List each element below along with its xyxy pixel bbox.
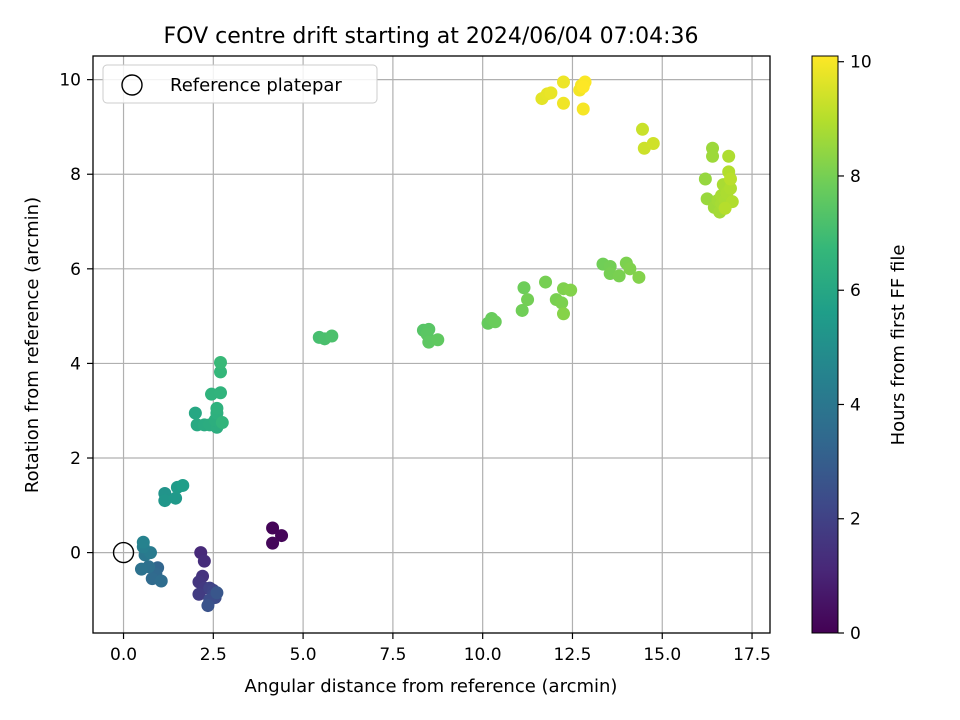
colorbar-tick-label: 4 xyxy=(850,395,861,415)
data-point xyxy=(636,122,650,136)
data-point xyxy=(213,386,227,400)
data-point xyxy=(201,599,215,613)
data-point xyxy=(556,307,570,321)
data-point xyxy=(576,102,590,116)
data-point xyxy=(266,521,280,535)
data-point xyxy=(134,562,148,576)
legend-marker-open-circle xyxy=(121,74,143,96)
y-tick-label: 0 xyxy=(70,544,81,564)
x-tick-label: 0.0 xyxy=(110,645,137,665)
plot-area: 0.0 2.5 5.0 7.5 10.0 12.5 15.0 17.5 0 2 4 6 8 10 xyxy=(59,55,771,665)
data-point xyxy=(555,296,569,310)
data-point xyxy=(192,587,206,601)
data-point xyxy=(515,303,529,317)
y-tick-label: 2 xyxy=(70,449,81,469)
data-point xyxy=(612,269,626,283)
legend-box xyxy=(102,64,378,104)
data-points xyxy=(134,75,739,613)
y-axis-ticks: 0 2 4 6 8 10 xyxy=(59,71,93,564)
colorbar-tick-label: 10 xyxy=(850,53,872,73)
data-point xyxy=(431,333,445,347)
x-tick-label: 15.0 xyxy=(643,645,681,665)
reference-platepar-marker xyxy=(112,541,135,564)
data-point xyxy=(556,96,570,110)
data-point xyxy=(188,406,202,420)
data-point xyxy=(215,416,229,430)
data-point xyxy=(158,494,172,508)
y-axis-label: Rotation from reference (arcmin) xyxy=(22,197,43,493)
data-point xyxy=(213,355,227,369)
colorbar-tick-label: 6 xyxy=(850,281,861,301)
data-point xyxy=(698,172,712,186)
data-point xyxy=(722,149,736,163)
data-point xyxy=(723,181,737,195)
x-tick-label: 7.5 xyxy=(379,645,406,665)
data-point xyxy=(539,275,553,289)
x-tick-label: 10.0 xyxy=(464,645,502,665)
colorbar-tick-label: 8 xyxy=(850,167,861,187)
data-point xyxy=(213,365,227,379)
data-point xyxy=(176,478,190,492)
x-tick-label: 5.0 xyxy=(290,645,317,665)
data-point xyxy=(521,293,535,307)
data-point xyxy=(488,315,502,329)
data-point xyxy=(210,401,224,415)
x-tick-label: 12.5 xyxy=(554,645,592,665)
data-point xyxy=(325,329,339,343)
y-tick-label: 6 xyxy=(70,260,81,280)
data-point xyxy=(723,172,737,186)
data-point xyxy=(266,536,280,550)
data-point xyxy=(632,270,646,284)
x-tick-label: 2.5 xyxy=(200,645,227,665)
colorbar-ticks: 0 2 4 6 8 10 xyxy=(838,53,872,644)
data-point xyxy=(544,86,558,100)
data-point xyxy=(564,283,578,297)
data-point xyxy=(706,149,720,163)
data-point xyxy=(136,535,150,549)
x-axis-ticks: 0.0 2.5 5.0 7.5 10.0 12.5 15.0 17.5 xyxy=(110,633,771,665)
axes-frame xyxy=(92,55,771,634)
data-point xyxy=(197,554,211,568)
data-point xyxy=(154,574,168,588)
colorbar-tick-label: 0 xyxy=(850,624,861,644)
colorbar-tick-label: 2 xyxy=(850,510,861,530)
data-point xyxy=(623,262,637,276)
chart-title: FOV centre drift starting at 2024/06/04 … xyxy=(164,24,699,49)
x-tick-label: 17.5 xyxy=(733,645,771,665)
data-point xyxy=(210,586,224,600)
data-point xyxy=(700,192,714,206)
data-point xyxy=(718,201,732,215)
colorbar-label: Hours from first FF file xyxy=(888,245,909,446)
colorbar: 0 2 4 6 8 10 Hours from first FF file xyxy=(811,53,909,644)
legend: Reference platepar xyxy=(102,64,378,104)
data-point xyxy=(517,281,531,295)
data-point xyxy=(275,529,289,543)
data-point xyxy=(556,75,570,89)
colorbar-gradient xyxy=(811,55,839,634)
y-tick-label: 10 xyxy=(59,71,81,91)
x-axis-label: Angular distance from reference (arcmin) xyxy=(245,676,618,697)
legend-entry-reference-platepar: Reference platepar xyxy=(170,75,342,96)
data-point xyxy=(646,136,660,150)
y-tick-label: 8 xyxy=(70,165,81,185)
data-point xyxy=(169,491,183,505)
data-point xyxy=(576,80,590,94)
y-tick-label: 4 xyxy=(70,354,81,374)
reference-point-circle xyxy=(112,541,135,564)
